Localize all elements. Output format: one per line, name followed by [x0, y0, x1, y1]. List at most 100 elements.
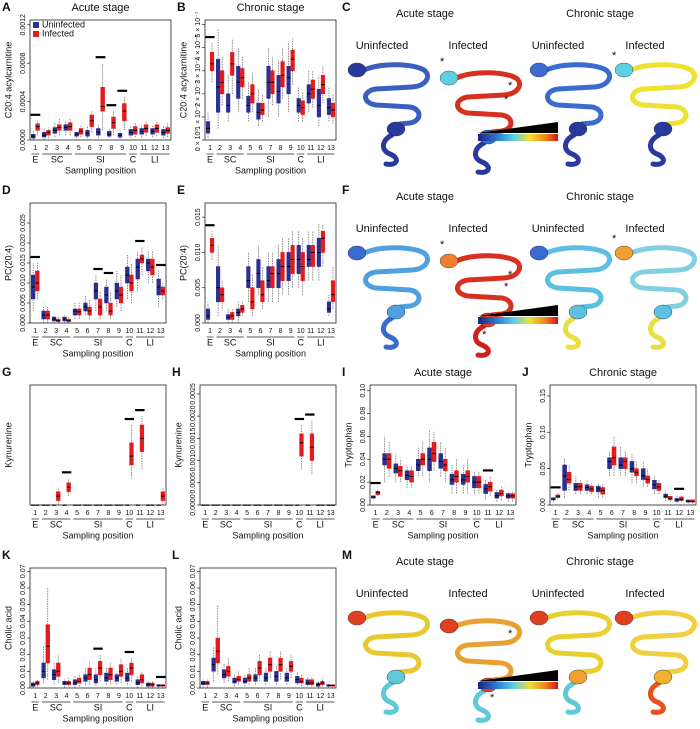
color-scale	[478, 317, 558, 324]
x-tick-label: 10	[125, 328, 133, 335]
box	[72, 679, 78, 685]
x-tick-label: 3	[54, 328, 58, 335]
panel-letter: K	[2, 548, 11, 562]
x-tick-label: 7	[96, 693, 100, 700]
gut	[347, 62, 430, 167]
y-tick-label: 0.005	[20, 294, 27, 312]
x-tick-label: 3	[55, 145, 59, 152]
y-tick-label: 0.01	[190, 664, 197, 678]
y-axis-label: Tryptophan	[343, 422, 353, 467]
box	[299, 433, 304, 457]
box	[326, 98, 332, 115]
y-tick-label: 0.04	[190, 614, 197, 628]
x-axis-label: Sampling position	[232, 530, 303, 540]
y-tick-label: 0.00	[540, 498, 547, 512]
panel-title: Chronic stage	[589, 367, 657, 379]
box	[640, 468, 646, 480]
box	[118, 664, 124, 677]
x-axis-label: Sampling position	[587, 530, 658, 540]
group-label: SI	[264, 702, 273, 712]
box	[104, 672, 109, 682]
y-axis-label: C20:4 acylcarnitine	[178, 42, 188, 119]
x-tick-label: 7	[269, 145, 273, 152]
plot-frame	[29, 384, 167, 506]
y-tick-label: 0.000	[195, 314, 202, 332]
gut	[529, 610, 612, 715]
x-tick-label: 12	[146, 510, 154, 517]
y-tick-label: 0.015	[195, 208, 202, 226]
y-tick-label: 0.15	[540, 389, 547, 403]
box	[100, 86, 105, 112]
box	[284, 672, 289, 682]
condition-label: Uninfected	[532, 40, 585, 52]
x-tick-label: 7	[96, 328, 100, 335]
x-tick-label: 13	[327, 693, 335, 700]
small-intestine	[628, 610, 697, 675]
group-label: E	[32, 519, 38, 529]
panel-title: Acute stage	[71, 2, 129, 14]
y-tick-label: 0.10	[540, 425, 547, 439]
group-label: E	[207, 337, 213, 347]
x-tick-label: 4	[65, 510, 69, 517]
box	[45, 624, 50, 664]
y-tick-label: 0.02	[190, 648, 197, 662]
gut	[614, 62, 697, 167]
y-tick-label: 0.025	[20, 214, 27, 232]
box	[139, 674, 145, 684]
group-label: LI	[317, 702, 325, 712]
x-tick-label: 11	[306, 510, 313, 517]
box	[309, 679, 315, 685]
gut	[347, 245, 430, 350]
box	[286, 65, 291, 95]
x-tick-label: 8	[107, 693, 111, 700]
x-tick-label: 7	[99, 145, 103, 152]
x-tick-label: 9	[117, 510, 121, 517]
y-axis-label: Cholic acid	[3, 606, 13, 650]
x-tick-label: 6	[88, 145, 92, 152]
box	[266, 266, 271, 288]
stomach	[439, 253, 459, 269]
group-label: SC	[224, 154, 237, 164]
x-tick-label: 4	[407, 510, 411, 517]
box	[125, 672, 130, 682]
stage-title: Chronic stage	[566, 8, 634, 20]
y-tick-label: 0.0000	[20, 129, 27, 151]
x-tick-label: 1	[203, 693, 207, 700]
x-tick-label: 1	[208, 145, 212, 152]
box	[242, 677, 248, 684]
stomach	[347, 62, 367, 78]
box	[215, 637, 220, 664]
x-tick-label: 8	[107, 328, 111, 335]
y-tick-label: 0.03	[190, 631, 197, 645]
box	[438, 453, 444, 469]
group-label: SI	[266, 154, 275, 164]
asterisk: *	[508, 628, 513, 640]
group-label: C	[297, 337, 304, 347]
gut	[614, 245, 697, 350]
box	[375, 491, 381, 495]
x-tick-label: 4	[66, 145, 70, 152]
small-intestine	[453, 618, 522, 683]
condition-label: Infected	[448, 588, 487, 600]
y-axis-label: Cholic acid	[173, 606, 183, 650]
x-tick-label: 13	[686, 510, 694, 517]
x-tick-label: 2	[218, 145, 222, 152]
x-tick-label: 1	[208, 328, 212, 335]
group-label: SI	[264, 519, 273, 529]
intensity-wedge	[478, 670, 558, 681]
stomach	[347, 610, 367, 626]
y-tick-label: 0.0008	[20, 52, 27, 74]
y-tick-label: 3 × 10⁻⁷	[195, 57, 202, 83]
x-tick-label: 5	[75, 510, 79, 517]
group-label: E	[202, 519, 208, 529]
x-tick-label: 2	[44, 328, 48, 335]
condition-label: Uninfected	[356, 588, 409, 600]
x-tick-label: 11	[136, 693, 143, 700]
cecum	[568, 304, 588, 320]
group-label: LI	[147, 519, 155, 529]
stage-title: Acute stage	[396, 191, 454, 203]
box	[246, 95, 251, 113]
small-intestine	[628, 62, 697, 127]
y-tick-label: 0.02	[20, 648, 27, 662]
x-tick-label: 1	[33, 328, 37, 335]
